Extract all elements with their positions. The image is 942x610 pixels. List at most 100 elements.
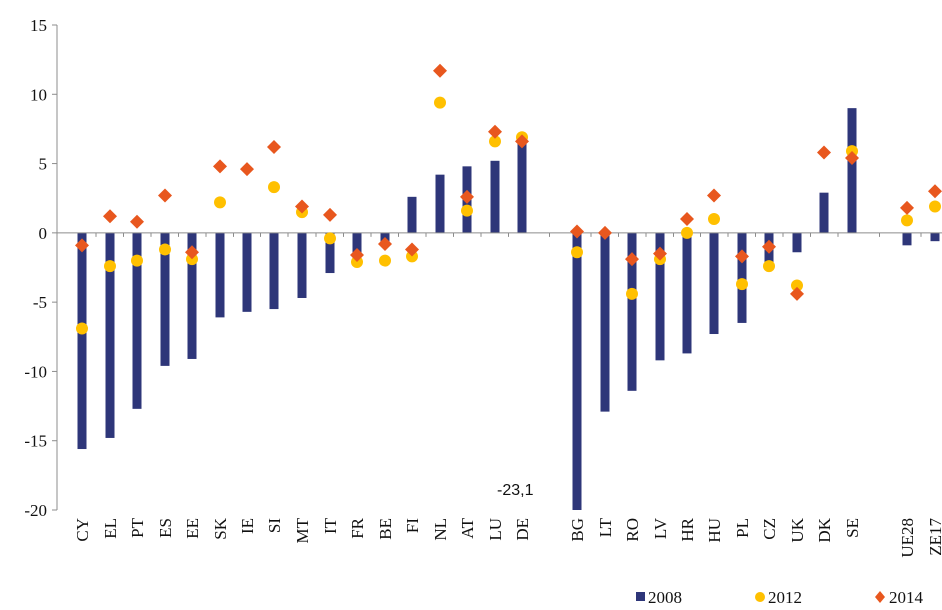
x-tick-label-PL: PL <box>733 518 752 538</box>
bar-2008-PT <box>132 232 142 409</box>
bar-2008-ES <box>160 232 170 366</box>
point-2012-ZE17 <box>929 200 941 213</box>
point-2014-SI <box>267 139 281 154</box>
point-2012-SI <box>268 181 280 194</box>
bar-2008-MT <box>297 232 307 298</box>
legend-2008-swatch <box>636 592 645 601</box>
y-tick-label: 15 <box>30 16 47 35</box>
y-tick-label: -15 <box>24 432 47 451</box>
bar-2008-PL <box>737 232 747 323</box>
x-tick-label-IE: IE <box>238 518 257 534</box>
bar-2008-NL <box>435 174 445 233</box>
point-2014-RO <box>625 252 639 267</box>
point-2014-CY <box>75 238 89 253</box>
point-2014-LU <box>488 124 502 139</box>
bar-2008-IT <box>325 232 335 274</box>
point-2014-ZE17 <box>928 184 942 199</box>
bar-2008-DK <box>819 192 829 233</box>
points-2012 <box>76 96 941 335</box>
x-tick-label-UE28: UE28 <box>898 518 917 558</box>
x-tick-label-FI: FI <box>403 518 422 533</box>
bar-2008-FR <box>352 232 362 258</box>
point-2014-BG <box>570 224 584 239</box>
point-2012-UE28 <box>901 214 913 227</box>
point-2014-LV <box>653 246 667 261</box>
y-tick-label: 10 <box>30 85 47 104</box>
point-2014-FI <box>405 242 419 257</box>
x-tick-label-LU: LU <box>486 518 505 541</box>
x-tick-label-CY: CY <box>73 518 92 542</box>
x-tick-label-HR: HR <box>678 517 697 541</box>
bar-2008-LU <box>490 160 500 233</box>
bg-2008-value-annotation: -23,1 <box>497 482 534 499</box>
bar-2008-EL <box>105 232 115 438</box>
x-tick-label-NL: NL <box>431 518 450 541</box>
point-2014-UK <box>790 286 804 301</box>
bar-2008-ZE17 <box>930 232 940 242</box>
point-2012-PT <box>131 254 143 267</box>
x-tick-label-SE: SE <box>843 518 862 538</box>
point-2014-AT <box>460 189 474 204</box>
bar-2008-CY <box>77 232 87 450</box>
x-tick-label-ES: ES <box>156 518 175 538</box>
point-2012-CZ <box>763 260 775 273</box>
point-2012-BE <box>379 254 391 267</box>
point-2014-FR <box>350 248 364 263</box>
x-tick-label-SK: SK <box>211 517 230 539</box>
point-2012-HU <box>708 213 720 225</box>
point-2012-PL <box>736 278 748 291</box>
point-2012-CY <box>76 322 88 335</box>
point-2014-LT <box>598 225 612 240</box>
x-tick-label-BE: BE <box>376 518 395 540</box>
x-tick-label-SI: SI <box>265 518 284 533</box>
point-2014-IT <box>323 207 337 222</box>
bar-2008-LV <box>655 232 665 361</box>
x-tick-label-LT: LT <box>596 517 615 537</box>
y-tick-label: -5 <box>33 293 47 312</box>
bar-2008-UK <box>792 232 802 253</box>
x-tick-label-MT: MT <box>293 517 312 543</box>
legend: 2008 2012 2014 <box>636 588 924 607</box>
bar-2008-SI <box>269 232 279 310</box>
legend-2014-swatch <box>875 591 885 603</box>
point-2012-IT <box>324 232 336 245</box>
bar-2008-FI <box>407 196 417 233</box>
x-tick-label-HU: HU <box>705 518 724 543</box>
category-labels: CY EL PT ES EE SK IE SI MT IT FR BE FI NL AT LU DE BG LT RO… <box>73 517 942 557</box>
x-tick-label-EE: EE <box>183 518 202 539</box>
point-2014-PL <box>735 249 749 264</box>
point-2012-LU <box>489 135 501 148</box>
bar-2008-IE <box>242 232 252 312</box>
x-tick-label-DE: DE <box>513 518 532 541</box>
points-2014 <box>75 63 942 301</box>
point-2014-MT <box>295 199 309 214</box>
bar-2008-RO <box>627 232 637 391</box>
bars-2008 <box>77 108 940 510</box>
x-tick-label-IT: IT <box>321 517 340 534</box>
bar-2008-EE <box>187 232 197 359</box>
y-tick-label: 0 <box>39 224 48 243</box>
x-axis <box>57 232 942 237</box>
point-2014-SE <box>845 151 859 166</box>
bar-2008-SE <box>847 108 857 233</box>
point-2014-ES <box>158 188 172 203</box>
point-2014-SK <box>213 159 227 174</box>
point-2012-EL <box>104 260 116 273</box>
point-2014-CZ <box>762 239 776 254</box>
legend-2012-swatch <box>755 592 765 602</box>
legend-2008-label: 2008 <box>648 588 682 607</box>
point-2012-AT <box>461 204 473 217</box>
bar-2008-HU <box>709 232 719 335</box>
bar-2008-UE28 <box>902 232 912 246</box>
x-tick-label-DK: DK <box>815 517 834 542</box>
point-2014-HU <box>707 188 721 203</box>
x-tick-label-AT: AT <box>458 517 477 538</box>
point-2014-UE28 <box>900 200 914 215</box>
point-2014-NL <box>433 63 447 78</box>
y-axis: 15 10 5 0 -5 -10 -15 -20 <box>24 16 58 520</box>
point-2012-NL <box>434 96 446 109</box>
x-tick-label-RO: RO <box>623 518 642 542</box>
legend-2012-label: 2012 <box>768 588 802 607</box>
point-2014-DK <box>817 145 831 160</box>
bar-2008-LT <box>600 232 610 412</box>
